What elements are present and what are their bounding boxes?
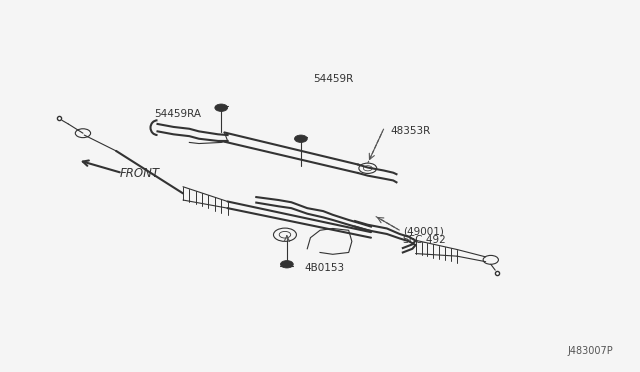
Text: SEC.492: SEC.492 — [403, 234, 447, 244]
Text: 48353R: 48353R — [390, 126, 430, 137]
Text: 54459RA: 54459RA — [154, 109, 202, 119]
Text: 54459R: 54459R — [314, 74, 354, 84]
Circle shape — [280, 260, 293, 268]
Circle shape — [215, 104, 228, 112]
Text: FRONT: FRONT — [119, 167, 159, 180]
Text: J483007P: J483007P — [568, 346, 613, 356]
Text: 4B0153: 4B0153 — [304, 263, 344, 273]
Circle shape — [294, 135, 307, 142]
Text: (49001): (49001) — [403, 226, 444, 236]
